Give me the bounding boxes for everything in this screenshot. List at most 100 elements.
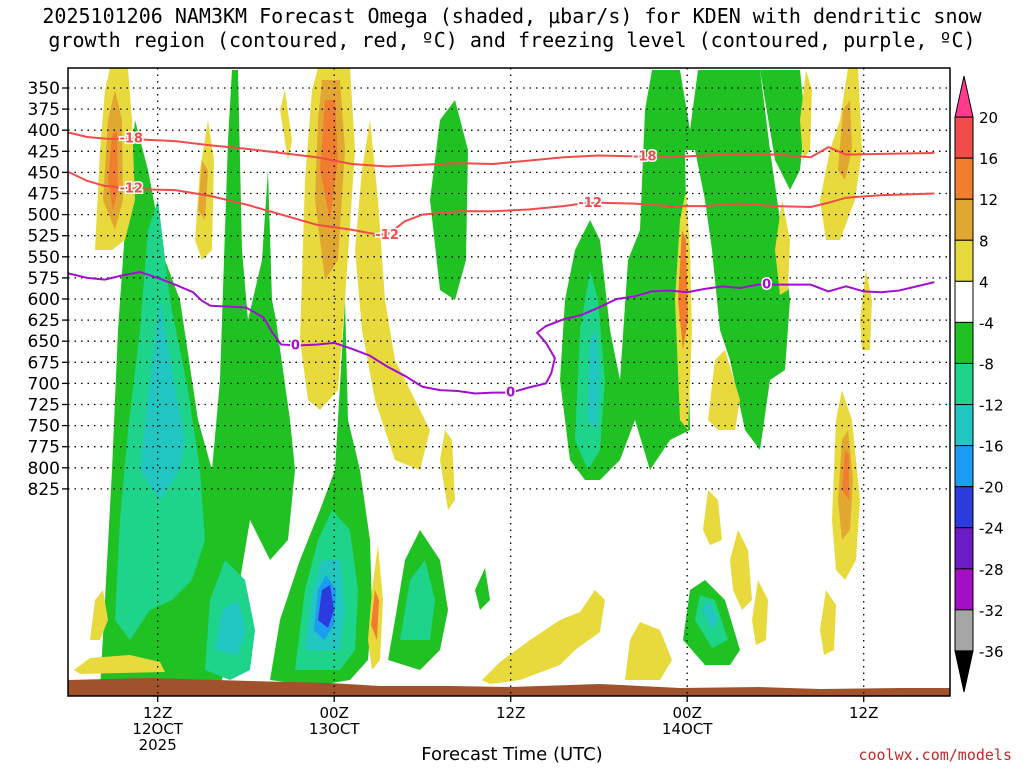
y-tick-label: 600 [28, 290, 60, 310]
omega-region [482, 590, 605, 684]
omega-region [215, 600, 246, 655]
terrain-fill [68, 678, 950, 696]
x-tick-label: 12Z [849, 704, 878, 722]
title-line-2: growth region (contoured, red, ºC) and f… [48, 28, 976, 52]
omega-region [140, 300, 185, 500]
omega-region [371, 590, 379, 640]
credit-text: coolwx.com/models [858, 746, 1012, 764]
colorbar-bin [954, 198, 974, 241]
colorbar-label: -28 [979, 561, 1004, 579]
omega-region [625, 622, 672, 680]
colorbar-label: -4 [979, 314, 994, 332]
contour-lines: -18 -18 -12 -12 -12 0 0 0 [68, 130, 935, 402]
y-tick-label: 825 [28, 480, 60, 500]
contour--18 [68, 131, 935, 168]
colorbar-label: 20 [979, 109, 998, 127]
contour-label-12a: -12 [119, 181, 143, 196]
x-tick-label: 13OCT [309, 720, 360, 738]
colorbar-bin [954, 527, 974, 570]
omega-region [775, 200, 790, 295]
grid-lines [68, 68, 950, 696]
colorbar-label: 4 [979, 273, 989, 291]
y-tick-label: 550 [28, 248, 60, 268]
omega-region [280, 90, 292, 160]
omega-region [703, 490, 722, 545]
colorbar-label: -20 [979, 479, 1004, 497]
colorbar-label: 8 [979, 232, 989, 250]
y-tick-label: 750 [28, 417, 60, 437]
y-tick-label: 725 [28, 396, 60, 416]
omega-region [820, 590, 836, 655]
y-tick-label: 800 [28, 459, 60, 479]
colorbar-bin [954, 280, 974, 323]
colorbar-bin [954, 404, 974, 447]
omega-region [842, 450, 849, 500]
omega-region [860, 270, 872, 350]
omega-region [74, 655, 165, 674]
omega-region [400, 560, 435, 640]
y-tick-label: 375 [28, 100, 60, 120]
contour-label-18b: -18 [633, 149, 657, 164]
x-axis-label: Forecast Time (UTC) [421, 744, 603, 765]
x-tick-label: 00Z [320, 704, 349, 722]
contour-label-0c: 0 [762, 278, 771, 293]
omega-region [730, 530, 752, 610]
colorbar-cap-top [954, 75, 974, 118]
contour-label-18a: -18 [119, 132, 143, 147]
omega-shading [74, 68, 872, 690]
plot-frame [67, 67, 951, 697]
y-tick-label: 400 [28, 121, 60, 141]
omega-region [702, 600, 718, 630]
y-tick-label: 350 [28, 79, 60, 99]
contour-label-12c: -12 [578, 196, 602, 211]
omega-region [198, 160, 208, 220]
y-tick-label: 575 [28, 269, 60, 289]
x-tick-label: 14OCT [662, 720, 713, 738]
contour--12 [68, 170, 935, 236]
y-tick-label: 775 [28, 438, 60, 458]
colorbar-label: -12 [979, 397, 1004, 415]
terrain [68, 678, 950, 696]
omega-region [108, 130, 118, 210]
colorbar-bin [954, 116, 974, 159]
omega-region [430, 100, 468, 300]
contour-0 [68, 270, 935, 395]
omega-region [708, 350, 740, 430]
chart-title: 2025101206 NAM3KM Forecast Omega (shaded… [0, 4, 1024, 52]
y-tick-label: 625 [28, 311, 60, 331]
x-tick-label: 00Z [673, 704, 702, 722]
colorbar-bin [954, 445, 974, 488]
omega-region [587, 330, 600, 430]
colorbar-label: -32 [979, 602, 1004, 620]
colorbar-bin [954, 486, 974, 529]
y-axis: 3503754004254504755005255505756006256506… [28, 79, 68, 500]
omega-region [440, 430, 455, 510]
colorbar-label: -24 [979, 520, 1004, 538]
colorbar-label: -8 [979, 355, 994, 373]
colorbar-label: -16 [979, 438, 1004, 456]
colorbar-bin [954, 362, 974, 406]
colorbar-cap-bottom [954, 650, 974, 693]
omega-region [752, 580, 768, 645]
colorbar-bin [954, 609, 974, 652]
y-tick-label: 525 [28, 227, 60, 247]
colorbar-bin [954, 239, 974, 282]
omega-region [355, 120, 430, 470]
x-tick-label: 12Z [143, 704, 172, 722]
y-tick-label: 450 [28, 163, 60, 183]
omega-region [90, 590, 108, 640]
x-tick-label: 12OCT [132, 720, 183, 738]
contour-label-12b: -12 [375, 228, 399, 243]
colorbar-bin [954, 157, 974, 200]
omega-region [838, 100, 852, 180]
title-line-1: 2025101206 NAM3KM Forecast Omega (shaded… [42, 4, 982, 28]
contour-label-0b: 0 [506, 386, 515, 401]
colorbar-label: 16 [979, 150, 998, 168]
y-tick-label: 700 [28, 374, 60, 394]
colorbar-bin [954, 568, 974, 611]
y-tick-label: 475 [28, 185, 60, 205]
y-tick-label: 650 [28, 332, 60, 352]
y-tick-label: 425 [28, 142, 60, 162]
